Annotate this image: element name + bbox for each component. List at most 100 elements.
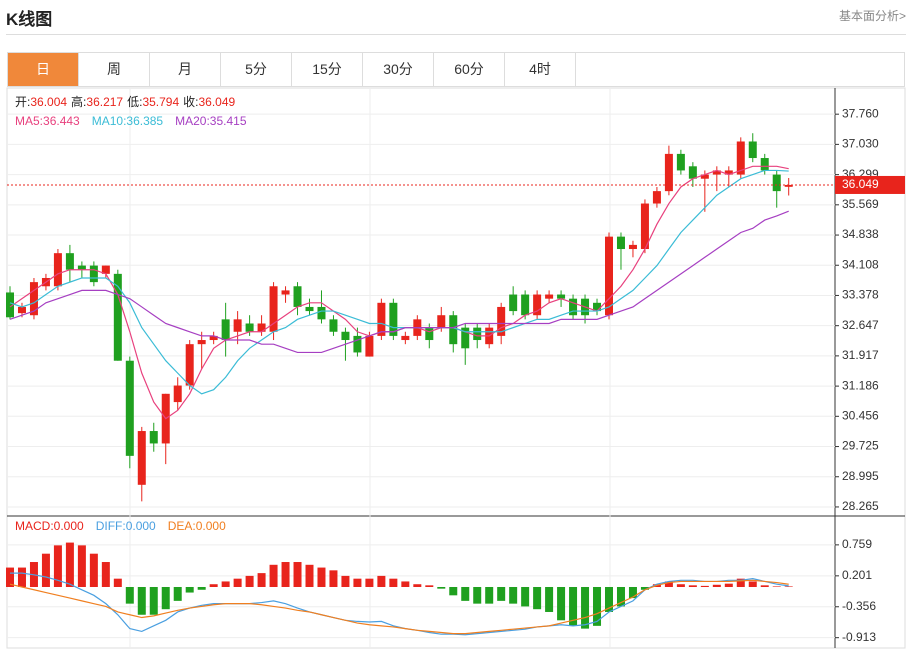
macd-bar (17, 567, 26, 587)
candle-body (616, 236, 625, 250)
macd-bar (293, 562, 302, 587)
candle-body (425, 327, 434, 341)
macd-bar (101, 562, 110, 587)
macd-bar (497, 586, 506, 601)
y-tick-label: 30.456 (842, 408, 879, 422)
macd-bar (317, 567, 326, 587)
y-tick-label: -0.356 (842, 599, 876, 613)
macd-bar (305, 564, 314, 587)
candle-body (377, 302, 386, 336)
macd-legend-value: 0.000 (54, 519, 84, 533)
candle-body (269, 286, 278, 332)
macd-bar (700, 585, 709, 587)
period-tab[interactable]: 30分 (363, 53, 434, 86)
candle-body (700, 174, 709, 179)
candle-body (652, 191, 661, 204)
period-tab[interactable]: 15分 (292, 53, 363, 86)
candle-body (149, 431, 158, 444)
candle-body (605, 236, 613, 316)
period-tab[interactable]: 月 (150, 53, 221, 86)
candle-body (676, 153, 685, 171)
ohlc-label: 收: (183, 95, 198, 109)
ohlc-value: 36.217 (86, 95, 123, 109)
period-tab[interactable]: 日 (8, 53, 79, 86)
y-tick-label: 32.647 (842, 318, 879, 332)
y-tick-label: 28.265 (842, 499, 879, 513)
macd-bar (341, 575, 350, 587)
y-tick-label: 34.108 (842, 257, 879, 271)
candle-body (545, 294, 554, 299)
macd-bar (353, 578, 362, 587)
ohlc-label: 开: (15, 95, 30, 109)
candle-body (569, 298, 578, 316)
candle-body (784, 184, 793, 187)
candle-body (593, 302, 602, 312)
macd-bar (89, 553, 98, 587)
candle-body (137, 431, 146, 485)
candle-body (748, 141, 757, 159)
last-price-label: 36.049 (842, 177, 879, 191)
candle-body (17, 306, 26, 314)
candle-body (365, 335, 374, 357)
macd-bar (41, 553, 50, 587)
macd-legend-label: MACD: (15, 519, 54, 533)
macd-bar (257, 573, 266, 587)
macd-bar (245, 575, 254, 587)
period-tabs: 日周月 5分 15分 30分 60分 4时 (7, 52, 905, 87)
candle-body (509, 294, 518, 312)
candle-body (173, 385, 182, 403)
candle-body (353, 335, 362, 353)
macd-bar (485, 586, 494, 604)
candle-body (341, 331, 350, 341)
macd-bar (545, 586, 554, 612)
last-price-tag (835, 175, 905, 194)
candle-body (401, 335, 410, 341)
candle-body (317, 306, 326, 320)
macd-bar (149, 586, 158, 615)
macd-bar (161, 586, 170, 610)
candle-body (760, 158, 769, 171)
macd-bar (736, 578, 745, 587)
macd-bar (125, 586, 134, 604)
candle-body (125, 360, 134, 456)
period-tab[interactable]: 60分 (434, 53, 505, 86)
macd-bar (77, 545, 86, 587)
period-tab[interactable]: 4时 (505, 53, 576, 86)
y-tick-label: 37.030 (842, 137, 879, 151)
period-tab[interactable]: 周 (79, 53, 150, 86)
macd-legend-label: DEA: (168, 519, 196, 533)
macd-bar (449, 586, 458, 596)
candle-body (712, 170, 721, 175)
macd-bar (748, 581, 757, 587)
candle-body (293, 286, 302, 307)
y-tick-label: 28.995 (842, 469, 879, 483)
macd-bar (461, 586, 470, 601)
candle-body (233, 319, 242, 332)
macd-bar (65, 542, 74, 587)
period-tab[interactable]: 5分 (221, 53, 292, 86)
macd-bar (712, 584, 721, 587)
macd-bar (377, 575, 386, 587)
macd-bar (784, 586, 793, 587)
ohlc-label: 低: (127, 95, 142, 109)
ohlc-label: 高: (71, 94, 86, 109)
candle-body (257, 323, 266, 332)
macd-bar (185, 586, 194, 593)
macd-bar (605, 586, 613, 612)
y-tick-label: 33.378 (842, 288, 879, 302)
macd-bar (616, 586, 625, 607)
candle-body (329, 319, 338, 332)
macd-bar (593, 586, 602, 626)
macd-bar (581, 586, 590, 629)
candle-body (281, 290, 290, 295)
macd-legend-value: 0.000 (126, 519, 156, 533)
macd-bar (676, 584, 685, 587)
candle-body (389, 302, 398, 336)
fundamental-link[interactable]: 基本面分析> (838, 9, 906, 23)
candle-body (65, 253, 74, 270)
y-tick-label: 37.760 (842, 106, 879, 120)
y-tick-label: -0.913 (842, 630, 876, 644)
macd-bar (281, 562, 290, 587)
